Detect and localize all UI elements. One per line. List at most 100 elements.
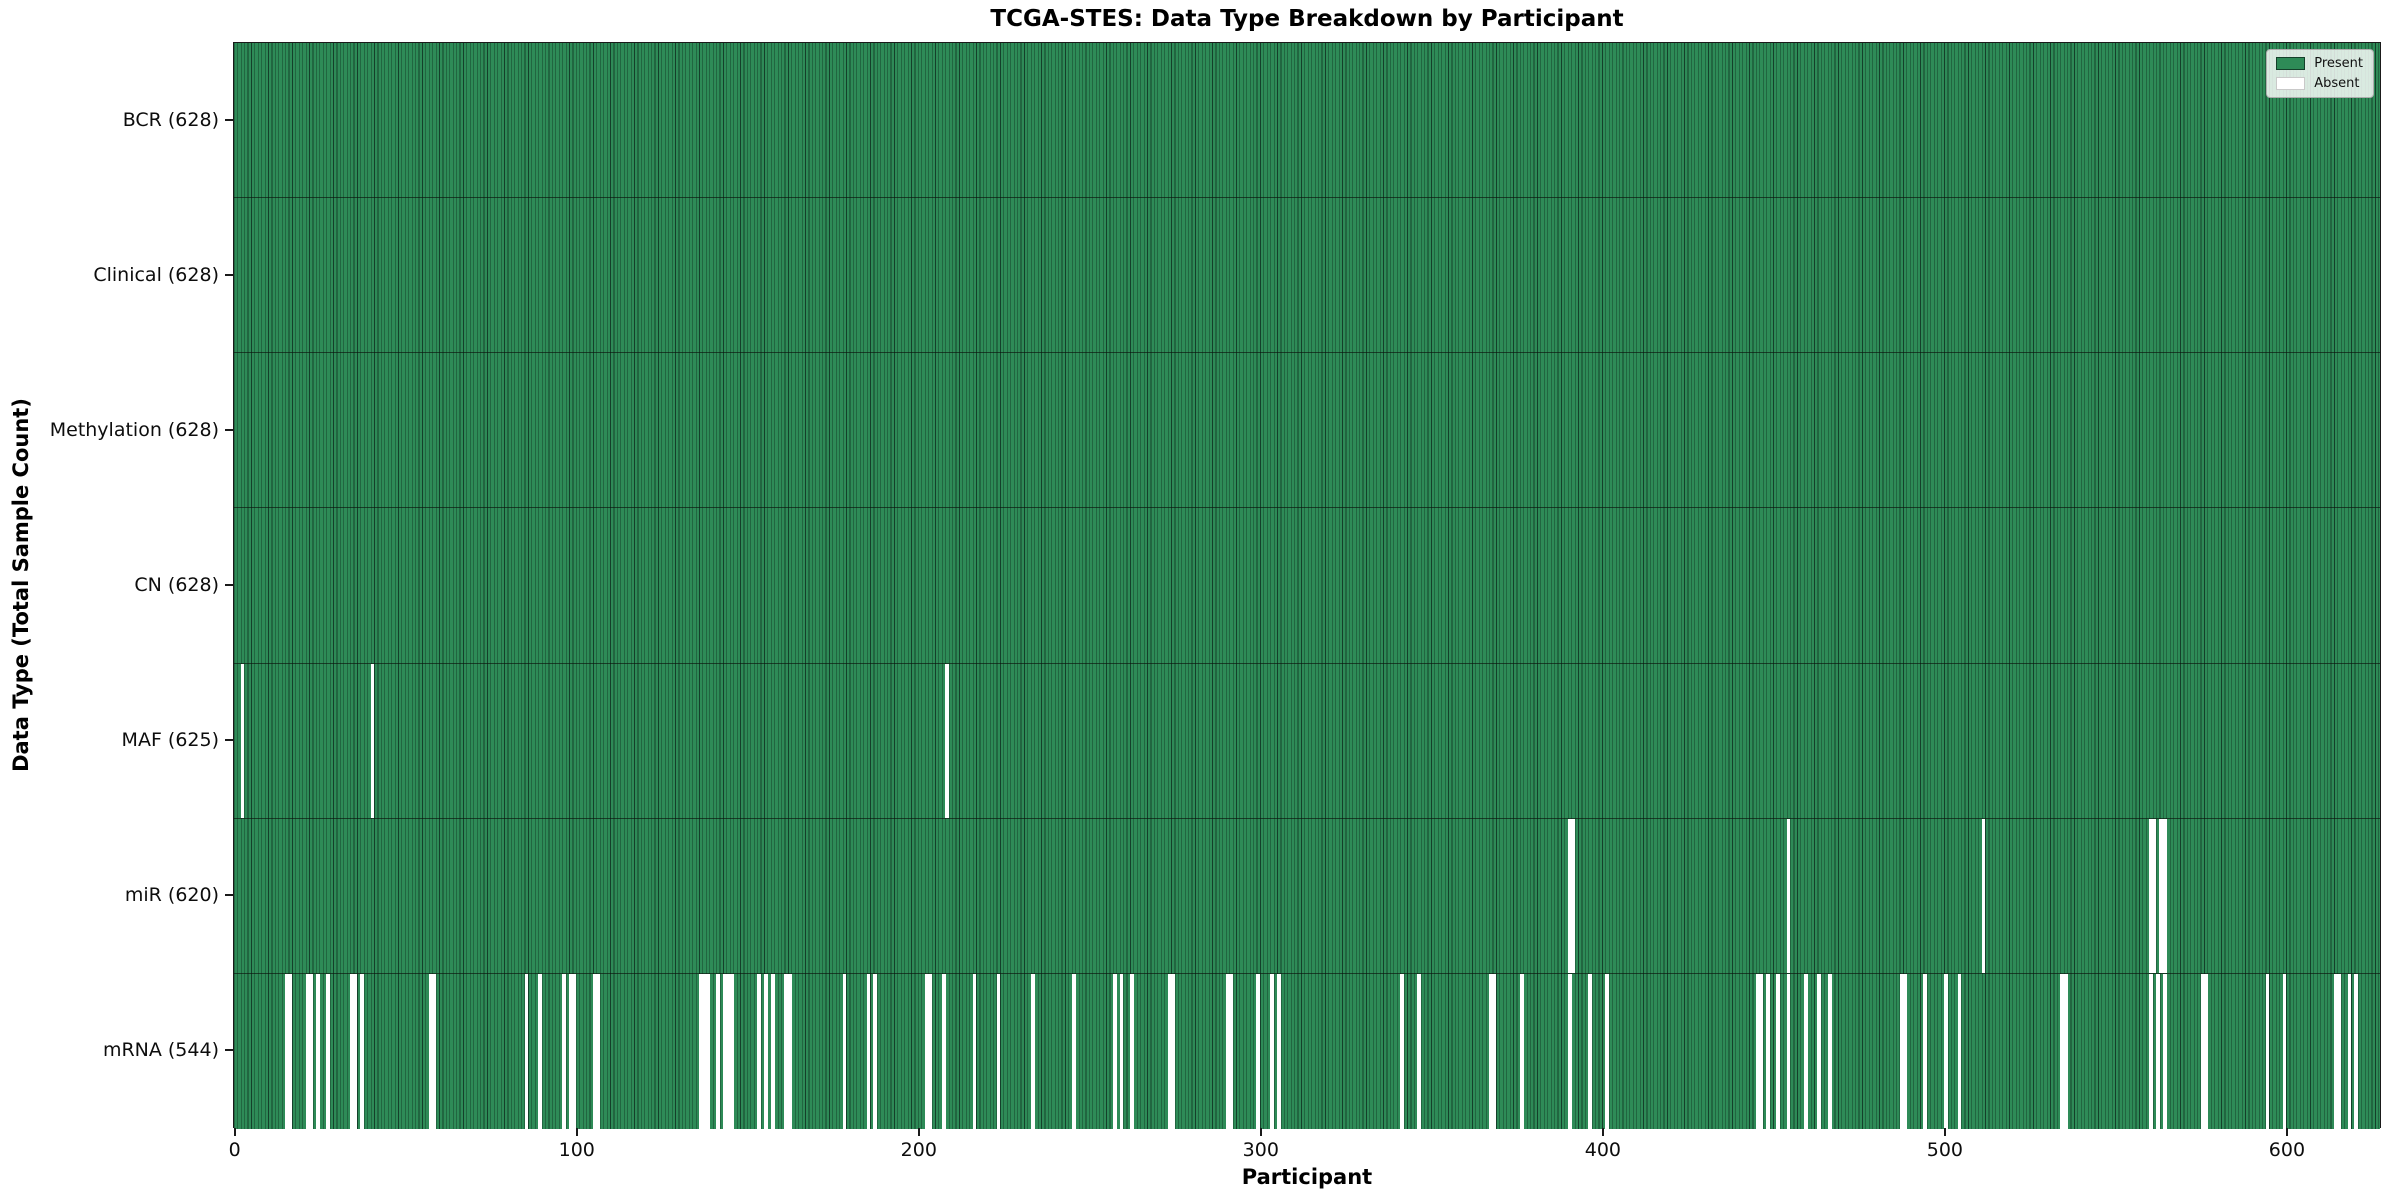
absent-gap	[1519, 973, 1524, 1129]
absent-gap	[1899, 973, 1904, 1129]
absent-gap	[240, 663, 245, 818]
x-tick-mark	[1943, 1128, 1946, 1136]
y-tick-label-mRNA: mRNA (544)	[102, 1039, 219, 1062]
y-tick-mark	[225, 894, 233, 897]
absent-gap	[538, 973, 543, 1129]
absent-gap	[524, 973, 529, 1129]
absent-gap	[1167, 973, 1172, 1129]
absent-gap	[1567, 973, 1572, 1129]
absent-gap	[1567, 818, 1572, 973]
absent-gap	[1803, 973, 1808, 1129]
y-tick-label-miR: miR (620)	[124, 884, 219, 907]
present-swatch-icon	[2276, 57, 2306, 70]
y-axis-label: Data Type (Total Sample Count)	[9, 398, 33, 772]
absent-gap	[350, 973, 354, 1129]
absent-gap	[2063, 973, 2068, 1129]
absent-gap	[928, 973, 932, 1129]
absent-gap	[996, 973, 1001, 1129]
row-band-miR	[234, 818, 2380, 974]
absent-gap	[1071, 973, 1076, 1129]
row-band-Methylation	[234, 353, 2380, 509]
absent-gap	[2354, 973, 2359, 1129]
absent-gap	[2337, 973, 2342, 1129]
absent-gap	[1943, 973, 1948, 1129]
absent-gap	[2162, 818, 2167, 973]
absent-gap	[1817, 973, 1822, 1129]
absent-gap	[370, 663, 375, 818]
absent-gap	[1776, 973, 1781, 1129]
absent-gap	[2200, 973, 2205, 1129]
absent-gap	[763, 973, 768, 1129]
absent-gap	[432, 973, 436, 1129]
x-axis-label: Participant	[1241, 1165, 1373, 1189]
absent-gap	[2333, 973, 2338, 1129]
legend: Present Absent	[2266, 49, 2374, 98]
absent-gap	[1417, 973, 1422, 1129]
absent-gap	[873, 973, 878, 1129]
x-tick-label-600: 600	[2268, 1139, 2306, 1161]
absent-gap	[784, 973, 789, 1129]
absent-gap	[866, 973, 871, 1129]
absent-gap	[2282, 973, 2287, 1129]
absent-gap	[2152, 818, 2157, 973]
absent-gap	[1902, 973, 1907, 1129]
absent-gap	[1755, 973, 1760, 1129]
absent-gap	[941, 973, 946, 1129]
absent-gap	[285, 973, 289, 1129]
absent-gap	[924, 973, 929, 1129]
absent-gap	[315, 973, 320, 1129]
absent-gap	[326, 973, 330, 1129]
absent-gap	[716, 973, 720, 1129]
x-tick-label-0: 0	[228, 1139, 241, 1161]
absent-gap	[1225, 973, 1230, 1129]
y-tick-mark	[225, 273, 233, 276]
absent-gap	[1229, 973, 1233, 1129]
y-tick-mark	[225, 428, 233, 431]
row-band-mRNA	[234, 973, 2380, 1129]
y-tick-mark	[225, 1049, 233, 1052]
chart-title: TCGA-STES: Data Type Breakdown by Partic…	[990, 6, 1624, 32]
absent-gap	[1489, 973, 1493, 1129]
x-tick-mark	[1259, 1128, 1262, 1136]
absent-gap	[1605, 973, 1610, 1129]
absent-gap	[698, 973, 703, 1129]
absent-gap	[726, 973, 731, 1129]
y-tick-label-Clinical: Clinical (628)	[93, 263, 219, 286]
y-tick-label-CN: CN (628)	[134, 574, 219, 596]
absent-gap	[1256, 973, 1261, 1129]
absent-gap	[305, 973, 310, 1129]
y-tick-mark	[225, 584, 233, 586]
absent-gap	[2156, 973, 2160, 1129]
absent-gap	[705, 973, 710, 1129]
absent-gap	[562, 973, 566, 1129]
absent-gap	[2060, 973, 2065, 1129]
legend-label-present: Present	[2314, 56, 2363, 71]
absent-gap	[1786, 818, 1791, 973]
absent-gap	[2347, 973, 2352, 1129]
y-tick-mark	[225, 739, 233, 742]
row-band-BCR	[234, 43, 2380, 199]
y-tick-label-MAF: MAF (625)	[121, 729, 219, 752]
absent-gap	[592, 973, 597, 1129]
legend-label-absent: Absent	[2314, 76, 2360, 91]
row-band-Clinical	[234, 198, 2380, 354]
absent-gap	[596, 973, 601, 1129]
absent-gap	[770, 973, 775, 1129]
absent-gap	[1277, 973, 1281, 1129]
absent-gap	[702, 973, 707, 1129]
absent-gap	[722, 973, 727, 1129]
x-tick-mark	[2285, 1128, 2288, 1136]
y-tick-label-Methylation: Methylation (628)	[49, 418, 219, 441]
absent-gap	[757, 973, 761, 1129]
x-tick-mark	[575, 1128, 578, 1136]
absent-gap	[568, 973, 573, 1129]
absent-gap	[1981, 818, 1986, 973]
absent-gap	[360, 973, 365, 1129]
absent-gap	[1492, 973, 1497, 1129]
y-tick-mark	[225, 118, 233, 121]
absent-gap	[2265, 973, 2270, 1129]
absent-gap	[842, 973, 847, 1129]
absent-gap	[353, 973, 358, 1129]
row-band-CN	[234, 508, 2380, 664]
